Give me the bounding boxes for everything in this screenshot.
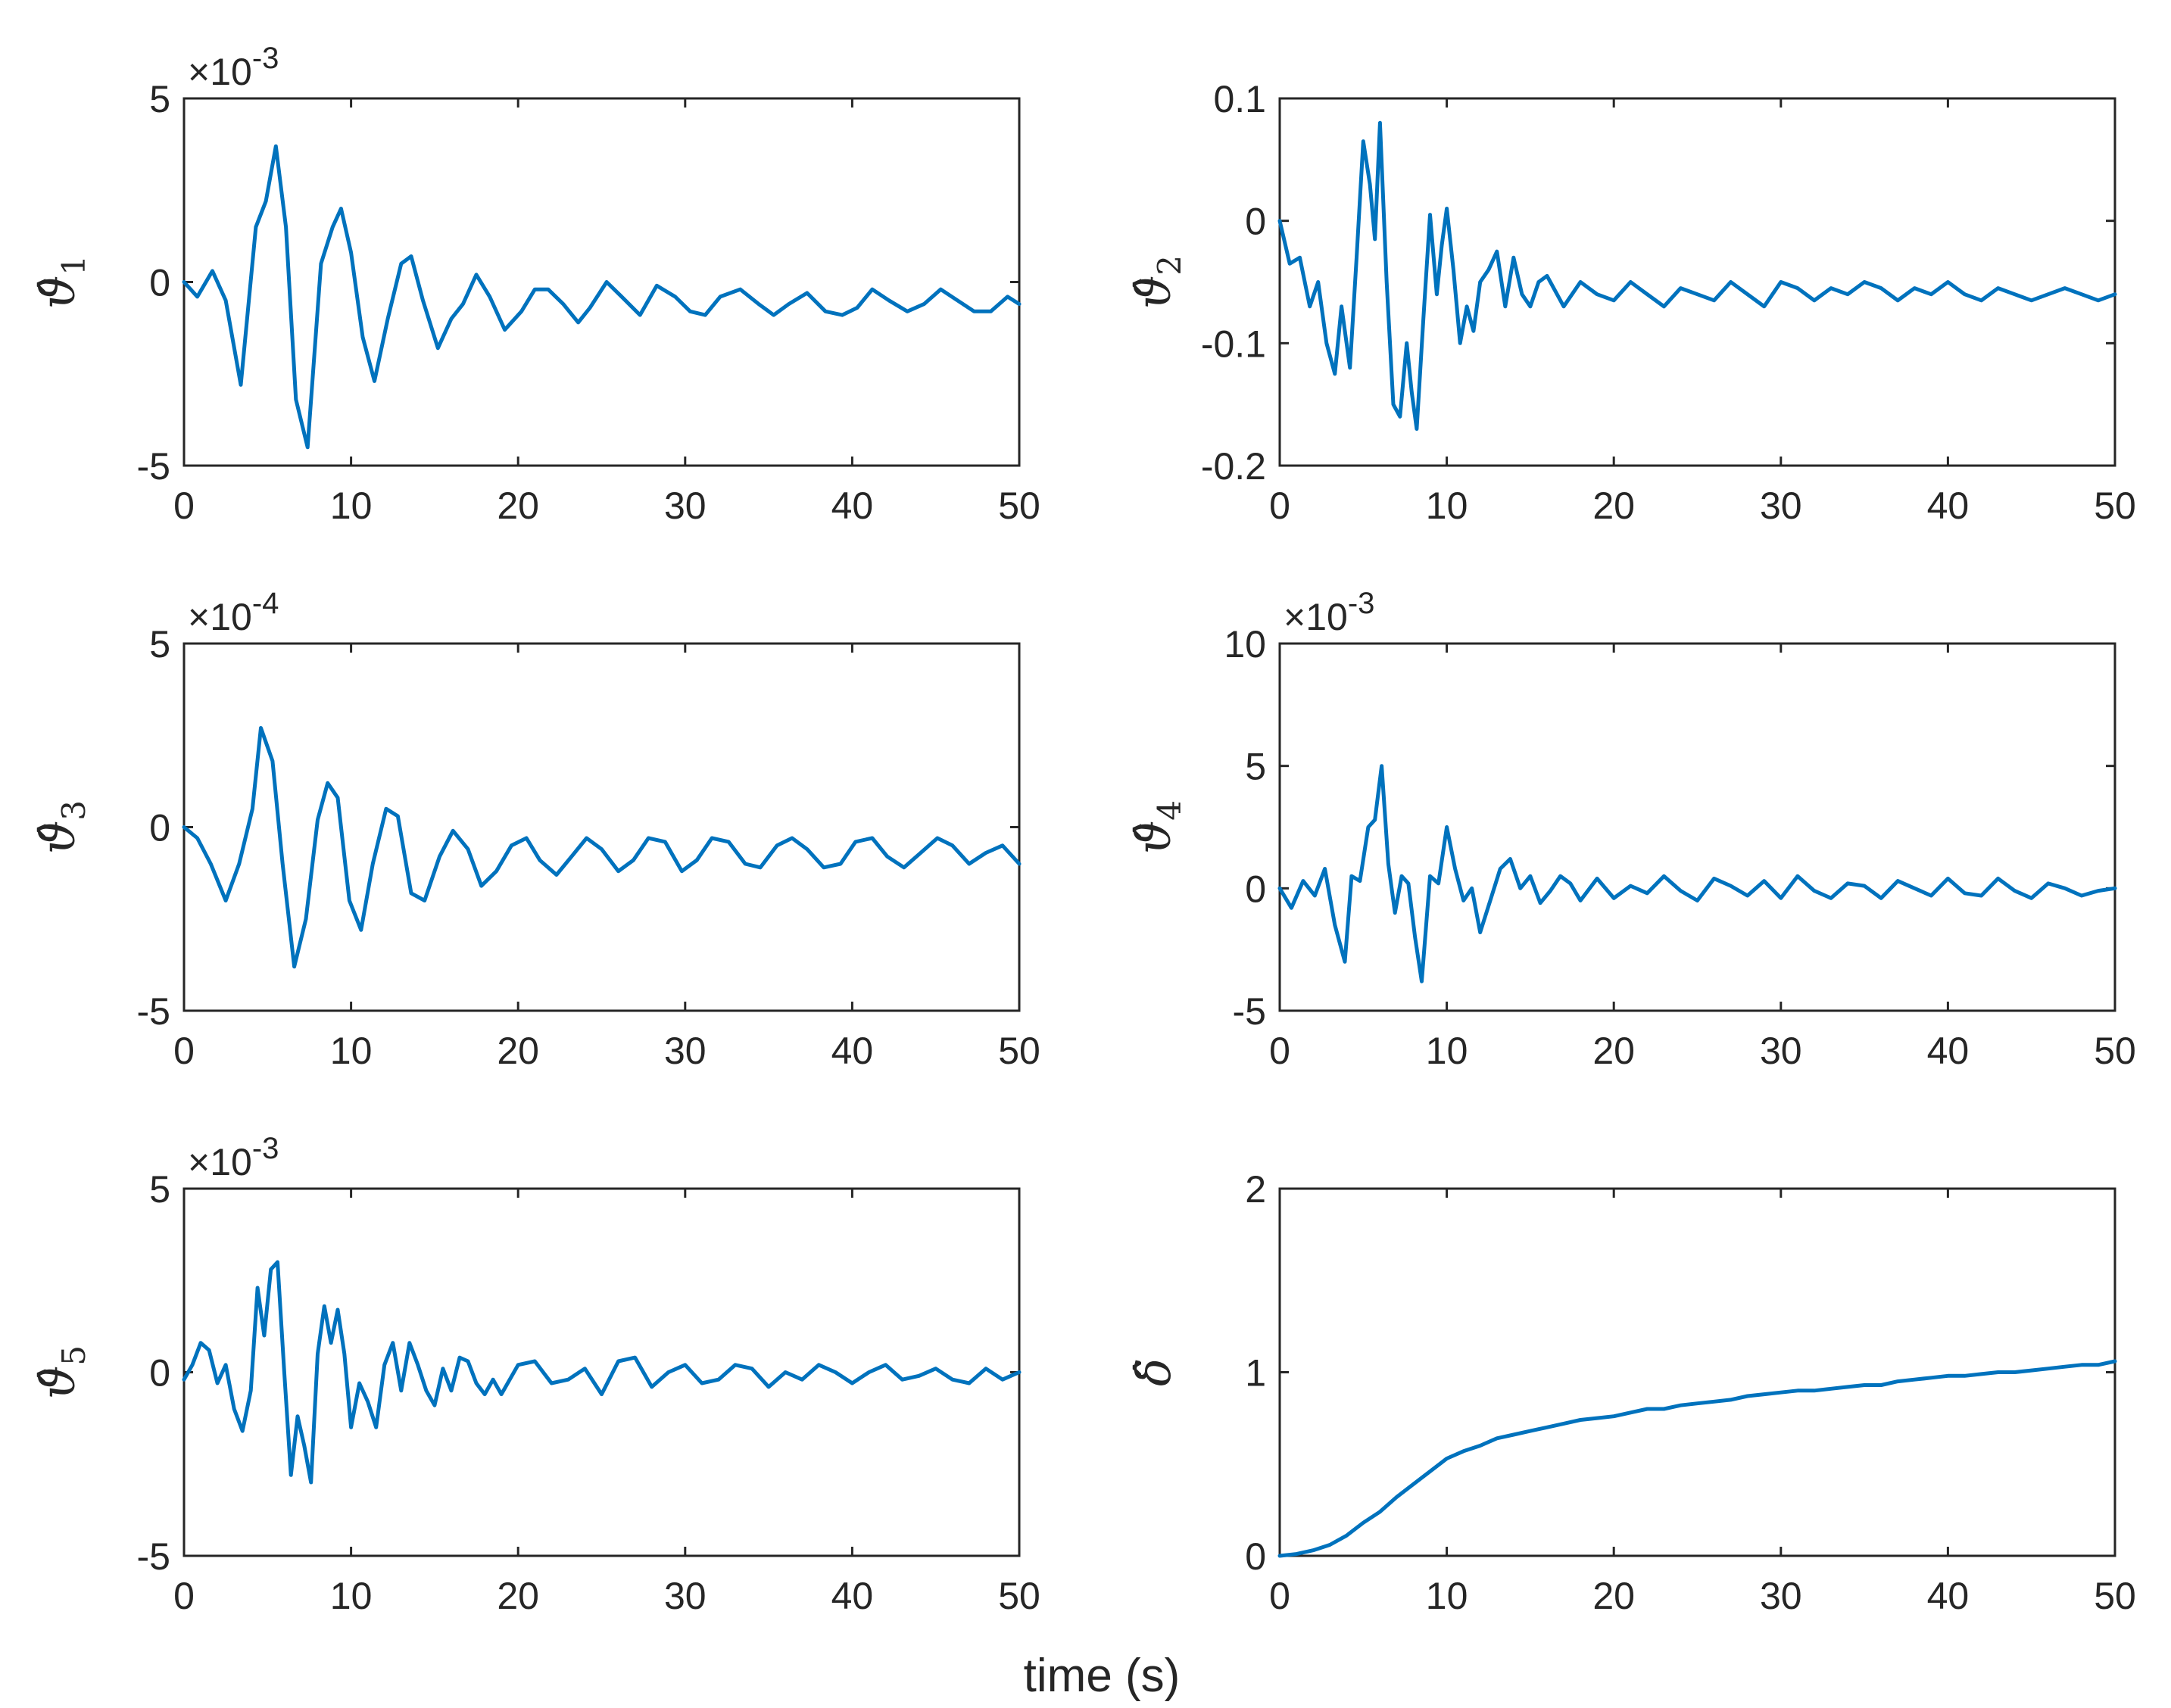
y-tick-label: -0.1	[1201, 323, 1266, 365]
x-tick-label: 40	[831, 1030, 874, 1072]
x-tick-label: 30	[1760, 1575, 1802, 1617]
x-tick-label: 30	[664, 485, 707, 527]
x-tick-label: 0	[173, 485, 195, 527]
y-tick-label: 2	[1245, 1168, 1266, 1211]
x-tick-label: 10	[1426, 1575, 1468, 1617]
x-tick-label: 20	[497, 1030, 539, 1072]
y-tick-label: 0	[1245, 868, 1266, 910]
y-axis-label: δ̂	[1126, 1358, 1181, 1386]
y-tick-label: -5	[1233, 990, 1266, 1033]
x-tick-label: 50	[998, 1030, 1040, 1072]
y-axis-label: ϑ̂5	[30, 1345, 92, 1399]
y-tick-label: 0	[1245, 1535, 1266, 1578]
x-tick-label: 0	[1269, 1030, 1290, 1072]
y-axis-label: ϑ̂1	[30, 255, 92, 309]
x-tick-label: 20	[497, 485, 539, 527]
x-tick-label: 0	[1269, 485, 1290, 527]
y-tick-label: -5	[137, 1535, 170, 1578]
y-exponent-label: ×10-4	[188, 587, 279, 638]
series-line-theta5_hat	[182, 1260, 1022, 1485]
x-tick-label: 30	[664, 1575, 707, 1617]
axes-box	[1278, 97, 2116, 467]
x-axis-label-time: time (s)	[1024, 1650, 1181, 1702]
x-tick-label: 40	[831, 485, 874, 527]
series-line-theta1_hat	[182, 144, 1022, 450]
x-tick-label: 10	[330, 1575, 373, 1617]
x-tick-label: 50	[2094, 485, 2136, 527]
y-tick-label: 0	[149, 1352, 170, 1395]
series-line-delta_hat	[1277, 1359, 2117, 1558]
subplot-2: 0 10 20 30 40 50 0.1 0 -0.1 -0.2 ϑ̂2	[1126, 78, 2136, 527]
x-tick-label: 10	[1426, 1030, 1468, 1072]
x-tick-label: 0	[1269, 1575, 1290, 1617]
x-tick-label: 20	[497, 1575, 539, 1617]
x-tick-label: 20	[1592, 1575, 1635, 1617]
axes-box	[1278, 642, 2116, 1012]
series-line-theta4_hat	[1277, 764, 2117, 983]
y-axis-label: ϑ̂4	[1126, 800, 1188, 854]
y-exponent-label: ×10-3	[1284, 587, 1374, 638]
x-tick-label: 40	[1927, 485, 1970, 527]
y-exponent-label: ×10-3	[188, 1132, 279, 1183]
x-tick-label: 10	[1426, 485, 1468, 527]
y-exponent-label: ×10-3	[188, 42, 279, 93]
x-tick-label: 0	[173, 1030, 195, 1072]
x-tick-label: 20	[1592, 485, 1635, 527]
y-tick-label: 1	[1245, 1352, 1266, 1395]
x-tick-label: 30	[1760, 485, 1802, 527]
y-tick-label: 5	[1245, 746, 1266, 788]
x-tick-label: 30	[664, 1030, 707, 1072]
y-tick-label: 0	[1245, 201, 1266, 243]
y-tick-label: -5	[137, 445, 170, 488]
x-tick-label: 50	[2094, 1030, 2136, 1072]
x-tick-label: 0	[173, 1575, 195, 1617]
y-tick-label: 0	[149, 262, 170, 304]
y-tick-label: -0.2	[1201, 445, 1266, 488]
x-tick-label: 50	[2094, 1575, 2136, 1617]
axes-box	[182, 642, 1021, 1012]
x-tick-label: 50	[998, 485, 1040, 527]
y-axis-label: ϑ̂3	[30, 800, 92, 854]
x-tick-label: 50	[998, 1575, 1040, 1617]
y-tick-label: 10	[1224, 623, 1266, 665]
y-tick-label: 5	[149, 623, 170, 665]
series-line-theta3_hat	[182, 726, 1022, 969]
x-tick-label: 10	[330, 1030, 373, 1072]
y-tick-label: -5	[137, 990, 170, 1033]
y-tick-label: 5	[149, 78, 170, 120]
y-tick-label: 0	[149, 807, 170, 849]
y-axis-label: ϑ̂2	[1126, 255, 1188, 309]
x-tick-label: 30	[1760, 1030, 1802, 1072]
y-tick-label: 0.1	[1213, 78, 1266, 120]
x-tick-label: 40	[831, 1575, 874, 1617]
x-tick-label: 40	[1927, 1575, 1970, 1617]
y-tick-label: 5	[149, 1168, 170, 1211]
series-line-theta2_hat	[1277, 120, 2117, 431]
x-tick-label: 40	[1927, 1030, 1970, 1072]
x-tick-label: 20	[1592, 1030, 1635, 1072]
x-tick-label: 10	[330, 485, 373, 527]
